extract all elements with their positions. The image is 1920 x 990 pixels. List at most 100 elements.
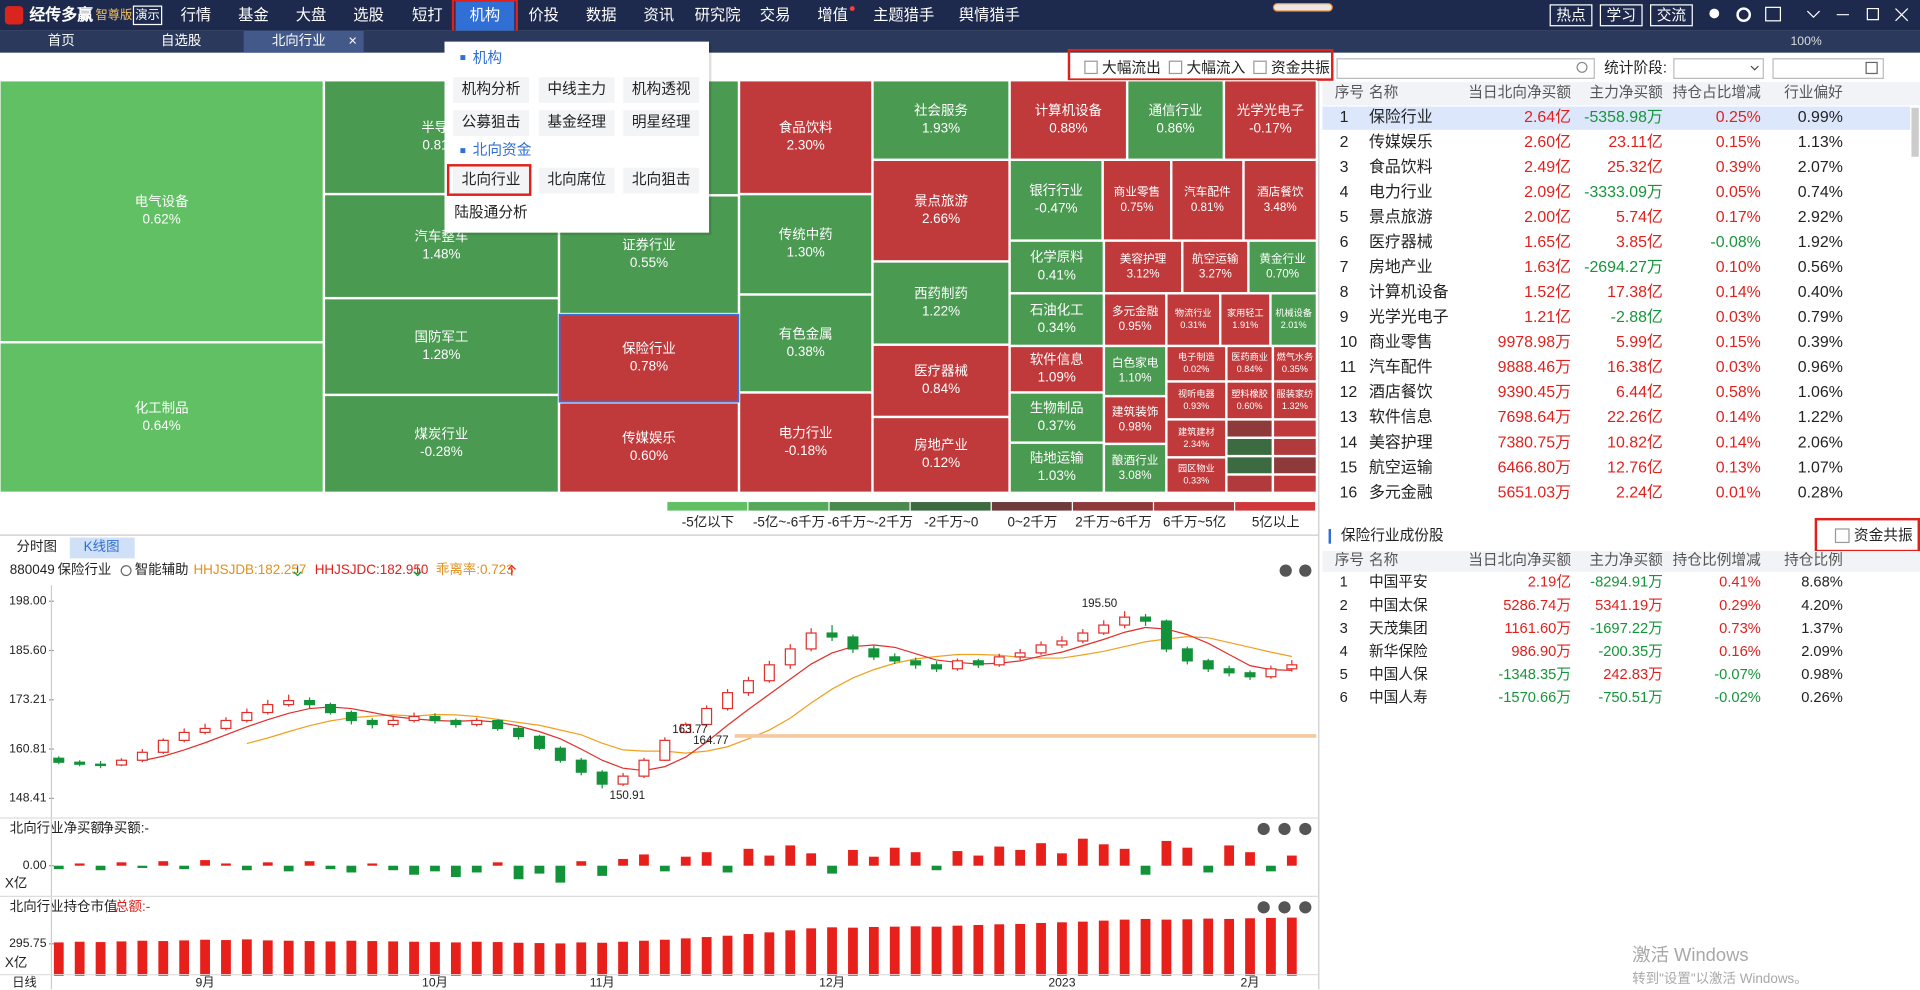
treemap-tile[interactable] [1226,345,1273,382]
table-cell[interactable]: 汽车配件 [1369,358,1433,376]
treemap-tile[interactable] [872,261,1010,345]
menu-item[interactable]: 增值 [817,7,848,24]
table-cell[interactable]: 软件信息 [1369,408,1433,426]
treemap-tile[interactable] [1009,345,1104,393]
treemap-tile[interactable] [1103,240,1183,294]
table-header[interactable]: 行业偏好 [1784,84,1843,101]
treemap-tile[interactable] [1182,240,1249,294]
treemap-tile[interactable] [1226,419,1273,438]
treemap-tile[interactable] [1226,437,1273,457]
top-button[interactable]: 热点 [1556,7,1585,24]
treemap-tile[interactable] [872,159,1010,262]
table-cell[interactable]: 房地产业 [1369,258,1433,276]
user-icon[interactable] [1709,8,1720,19]
table-cell[interactable]: 电力行业 [1369,183,1433,201]
table-header[interactable]: 持仓比例 [1784,552,1843,569]
period-select[interactable] [1673,58,1764,79]
treemap-tile[interactable] [1103,443,1167,493]
treemap-tile[interactable] [1272,456,1317,475]
treemap-tile[interactable] [1272,474,1317,493]
table-header[interactable]: 名称 [1369,552,1399,569]
menu-item[interactable]: 数据 [586,7,617,24]
table-header[interactable]: 持仓比例增减 [1673,552,1761,569]
menu-item[interactable]: 北向行业 [462,171,521,188]
treemap-tile[interactable] [1272,437,1317,457]
treemap-tile[interactable] [1166,345,1227,382]
tab[interactable]: 北向行业 [272,33,326,48]
table-cell[interactable]: 计算机设备 [1369,282,1449,301]
menu-item[interactable]: 价投 [528,7,559,24]
table-cell[interactable]: 美容护理 [1369,433,1433,451]
treemap-tile[interactable] [738,392,873,493]
treemap-tile[interactable] [1009,293,1104,346]
menu-item[interactable]: 行情 [181,7,212,24]
treemap-tile[interactable] [738,80,873,195]
treemap-tile[interactable] [1166,293,1221,346]
top-button[interactable]: 交流 [1657,6,1687,24]
treemap-tile[interactable] [1103,396,1167,444]
treemap-tile[interactable] [1103,345,1167,397]
table-header[interactable]: 序号 [1335,84,1364,101]
close-icon[interactable] [1299,822,1312,836]
calendar-icon[interactable] [1865,61,1878,75]
top-button[interactable]: 学习 [1607,7,1636,24]
treemap-tile[interactable] [1127,80,1224,160]
menu-item[interactable]: 选股 [353,7,384,24]
date-box[interactable] [1772,58,1884,79]
menu-item[interactable]: 交易 [760,6,791,24]
table-header[interactable]: 序号 [1335,552,1364,569]
settings-icon[interactable] [1257,822,1270,836]
treemap-tile[interactable] [1272,345,1317,382]
table-cell[interactable]: 食品饮料 [1369,158,1433,176]
treemap-tile[interactable] [872,416,1010,493]
table-cell[interactable]: 航空运输 [1369,458,1433,476]
close-icon[interactable] [1299,901,1312,914]
treemap-tile[interactable] [1009,159,1103,241]
table-cell[interactable]: 多元金融 [1369,483,1433,501]
treemap-tile[interactable] [1223,80,1317,160]
help-icon[interactable] [1279,564,1292,577]
search-icon[interactable] [1576,61,1588,73]
table-cell[interactable]: 医疗器械 [1369,233,1433,251]
demo[interactable]: 演示 [135,7,159,22]
treemap-tile[interactable] [1103,293,1167,346]
checkbox[interactable] [1168,60,1183,75]
treemap-tile[interactable] [1220,293,1271,346]
menu-item[interactable]: 机构分析 [462,80,521,97]
treemap-tile[interactable] [1226,474,1273,493]
treemap-tile[interactable] [323,298,559,395]
menu-item[interactable]: 北向席位 [547,171,606,188]
table-cell[interactable]: 景点旅游 [1369,208,1433,226]
search-box[interactable] [1336,58,1595,79]
menu-item[interactable]: 机构 [470,7,501,24]
treemap-tile[interactable] [558,314,739,403]
assist-icon[interactable] [120,565,132,577]
treemap-tile[interactable] [1226,381,1273,420]
treemap-tile[interactable] [738,294,873,393]
treemap-tile[interactable] [1226,456,1273,475]
table-header[interactable]: 主力净买额 [1589,552,1663,569]
table-cell[interactable]: 新华保险 [1369,643,1428,660]
table-header[interactable]: 当日北向净买额 [1468,84,1571,101]
table-cell[interactable]: 天茂集团 [1369,620,1428,637]
window-controls[interactable] [1806,7,1909,22]
kline-tab[interactable]: K线图 [84,539,120,554]
menu-item[interactable]: 公募狙击 [462,113,521,130]
checkbox[interactable] [1084,60,1098,75]
table-header[interactable]: 当日北向净买额 [1468,552,1571,569]
settings-icon[interactable] [1736,7,1752,23]
treemap-tile[interactable] [0,342,324,493]
treemap-tile[interactable] [872,344,1010,417]
close-icon[interactable] [1299,564,1312,577]
treemap-tile[interactable] [1009,80,1128,160]
menu-item[interactable]: 资讯 [643,7,674,24]
table-cell[interactable]: 酒店餐饮 [1369,383,1433,401]
menu-item[interactable]: 主题猎手 [873,7,934,24]
menu-item[interactable]: 陆股通分析 [454,204,528,221]
table-cell[interactable]: 光学光电子 [1369,308,1449,326]
menu-item[interactable]: 明星经理 [632,113,691,130]
treemap-tile[interactable] [1248,240,1317,294]
menu-item[interactable]: 机构透视 [632,80,691,97]
menu-item[interactable]: 基金经理 [547,113,606,130]
table-cell[interactable]: 保险行业 [1369,108,1433,126]
